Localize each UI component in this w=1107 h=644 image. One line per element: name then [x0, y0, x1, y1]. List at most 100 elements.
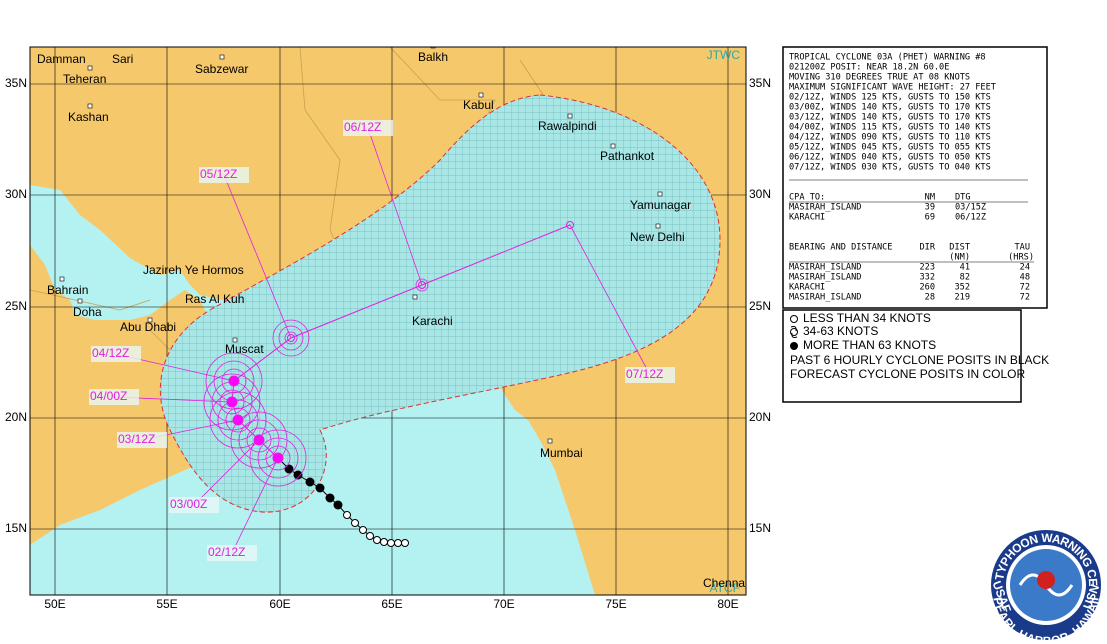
lon-label: 80E	[717, 597, 738, 611]
lon-label: 60E	[269, 597, 290, 611]
warning-line: 04/00Z, WINDS 115 KTS, GUSTS TO 140 KTS	[789, 123, 991, 133]
city-label: Jazireh Ye Hormos	[143, 263, 244, 277]
city-label: Damman	[37, 52, 86, 66]
map-frame	[29, 46, 747, 596]
forecast-position	[418, 281, 426, 289]
map: JTWC ATCF Damman Sari Sabzewar Balkh Teheran Ka…	[30, 47, 748, 595]
forecast-label: 06/12Z	[344, 120, 381, 134]
label-bg	[343, 120, 393, 136]
city-label: Doha	[73, 305, 102, 319]
warning-line: TROPICAL CYCLONE 03A (PHET) WARNING #8	[789, 53, 986, 63]
past-position	[351, 519, 359, 527]
legend-item: MORE THAN 63 KNOTS	[803, 338, 936, 352]
wind-radius	[278, 325, 304, 351]
bearing-header: BEARING AND DISTANCE	[789, 243, 892, 253]
city-label: Muscat	[225, 342, 264, 356]
bearing-cell: 332	[919, 273, 935, 283]
wind-radius	[284, 331, 298, 345]
labels: JTWC ATCF Damman Sari Sabzewar Balkh Teheran Ka…	[37, 47, 748, 595]
city-label: Rawalpindi	[538, 119, 597, 133]
cpa-cell: 69	[925, 213, 935, 223]
legend-symbol-tail	[790, 326, 798, 338]
city-label: Chennai	[703, 576, 748, 590]
warning-line: 03/12Z, WINDS 140 KTS, GUSTS TO 170 KTS	[789, 113, 991, 123]
label-bg	[625, 367, 675, 383]
warning-line: 07/12Z, WINDS 030 KTS, GUSTS TO 040 KTS	[789, 163, 991, 173]
forecast-label: 05/12Z	[200, 167, 237, 181]
past-position	[284, 464, 294, 474]
bearing-cell: 72	[1020, 283, 1030, 293]
legend-item: LESS THAN 34 KNOTS	[803, 311, 931, 325]
city-dot	[87, 65, 93, 71]
city-dot	[412, 294, 418, 300]
bearing-cell: 28	[925, 293, 935, 303]
cpa-cell: 03/15Z	[955, 203, 986, 213]
city-label: Bahrain	[47, 283, 88, 297]
forecast-label: 04/00Z	[90, 389, 127, 403]
wind-radius	[219, 389, 245, 415]
wind-radius	[257, 437, 299, 479]
past-position	[380, 538, 388, 546]
label-bg	[91, 346, 141, 362]
past-position	[315, 483, 325, 493]
warning-line: MOVING 310 DEGREES TRUE AT 08 KNOTS	[789, 73, 970, 83]
wind-radius	[225, 407, 251, 433]
cpa-cell: KARACHI	[789, 213, 825, 223]
legend-item: 34-63 KNOTS	[803, 324, 878, 338]
forecast-label: 04/12Z	[92, 346, 129, 360]
bearing-cell: KARACHI	[789, 283, 825, 293]
city-dot	[567, 113, 573, 119]
leader-line	[367, 127, 423, 286]
warning-line: 04/12Z, WINDS 090 KTS, GUSTS TO 110 KTS	[789, 133, 991, 143]
wind-radius	[230, 411, 288, 469]
past-position	[394, 539, 402, 547]
cpa-cell: 39	[925, 203, 935, 213]
label-bg	[199, 167, 249, 183]
past-position	[359, 526, 367, 534]
warning-line: 03/00Z, WINDS 140 KTS, GUSTS TO 170 KTS	[789, 103, 991, 113]
lon-label: 70E	[493, 597, 514, 611]
warning-line: MAXIMUM SIGNIFICANT WAVE HEIGHT: 27 FEET	[789, 83, 996, 93]
cpa-header: CPA TO:	[789, 193, 825, 203]
forecast-position	[287, 334, 295, 342]
bearing-cell: 82	[960, 273, 970, 283]
lat-label-left: 30N	[5, 187, 27, 201]
city-dot	[219, 54, 225, 60]
wind-radius	[221, 368, 247, 394]
wind-radius	[272, 319, 310, 357]
legend-box	[782, 309, 1022, 403]
cpa-cell: 06/12Z	[955, 213, 986, 223]
cpa-cell: MASIRAH_ISLAND	[789, 203, 861, 213]
city-label: Pathankot	[600, 149, 655, 163]
bearing-cell: 260	[919, 283, 935, 293]
legend-symbol	[790, 342, 798, 350]
bearing-header: DIST	[949, 243, 970, 253]
wind-radius	[213, 360, 255, 402]
lat-label-right: 20N	[749, 410, 771, 424]
legend-note: PAST 6 HOURLY CYCLONE POSITS IN BLACK	[790, 353, 1049, 367]
bearing-subheader: (HRS)	[1008, 253, 1034, 263]
city-label: Mumbai	[540, 446, 583, 460]
bearing-cell: 219	[954, 293, 970, 303]
wind-radius	[217, 399, 259, 441]
past-position	[366, 532, 374, 540]
lon-label: 75E	[605, 597, 626, 611]
past-position	[325, 493, 335, 503]
city-label: Yamunagar	[630, 198, 691, 212]
wind-radius	[246, 427, 272, 453]
lat-label-right: 15N	[749, 521, 771, 535]
warning-line: 06/12Z, WINDS 040 KTS, GUSTS TO 050 KTS	[789, 153, 991, 163]
label-bg	[169, 497, 219, 513]
past-position	[333, 500, 343, 510]
city-label: Balkh	[418, 50, 448, 64]
past-position	[401, 539, 409, 547]
city-dot	[232, 337, 238, 343]
city-dot	[147, 317, 153, 323]
leader-line	[223, 174, 292, 339]
forecast-label: 03/12Z	[118, 432, 155, 446]
city-label: Sari	[112, 52, 133, 66]
forecast-label: 07/12Z	[626, 367, 663, 381]
cpa-header: NM	[925, 193, 935, 203]
axis-labels: 35N 35N 30N 30N 25N 25N 20N 20N 15N 15N 50E 55E 60E 6…	[5, 76, 771, 611]
